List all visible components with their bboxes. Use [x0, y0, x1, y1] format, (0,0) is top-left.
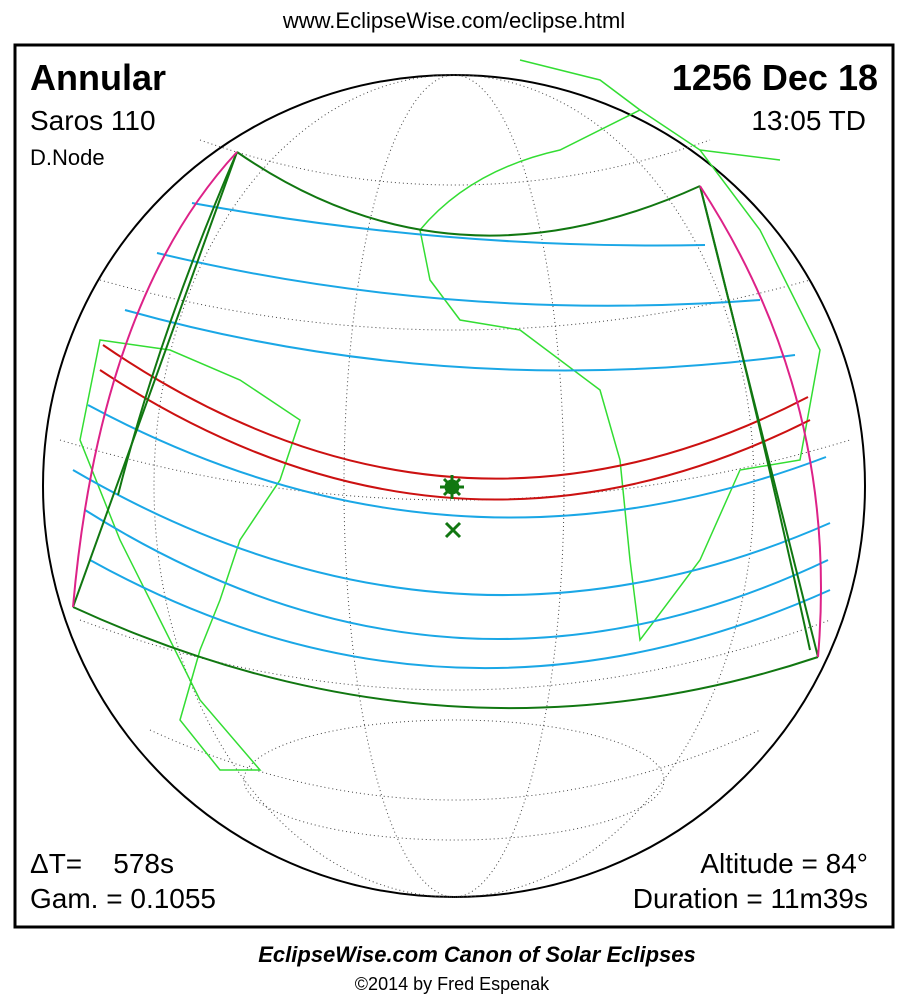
- saros: Saros 110: [30, 105, 156, 136]
- coastlines: [79, 59, 821, 771]
- delta-t: ΔT= 578s: [30, 848, 174, 879]
- greatest-eclipse: [440, 475, 464, 499]
- eclipse-type: Annular: [30, 57, 166, 98]
- frame: [13, 43, 895, 929]
- gamma: Gam. = 0.1055: [30, 883, 216, 914]
- rise-set-curves: [72, 151, 822, 658]
- penumbra-limits: [72, 151, 819, 710]
- magnitude-lines: [72, 202, 831, 670]
- duration: Duration = 11m39s: [633, 883, 868, 914]
- globe: [42, 59, 866, 898]
- node: D.Node: [30, 145, 105, 170]
- graticule: [59, 74, 851, 898]
- altitude: Altitude = 84°: [700, 848, 868, 879]
- time: 13:05 TD: [751, 105, 866, 136]
- copyright: ©2014 by Fred Espenak: [355, 974, 550, 994]
- footer-title: EclipseWise.com Canon of Solar Eclipses: [258, 942, 696, 967]
- date: 1256 Dec 18: [672, 57, 878, 98]
- url: www.EclipseWise.com/eclipse.html: [282, 8, 625, 33]
- greatest-duration: [444, 521, 462, 539]
